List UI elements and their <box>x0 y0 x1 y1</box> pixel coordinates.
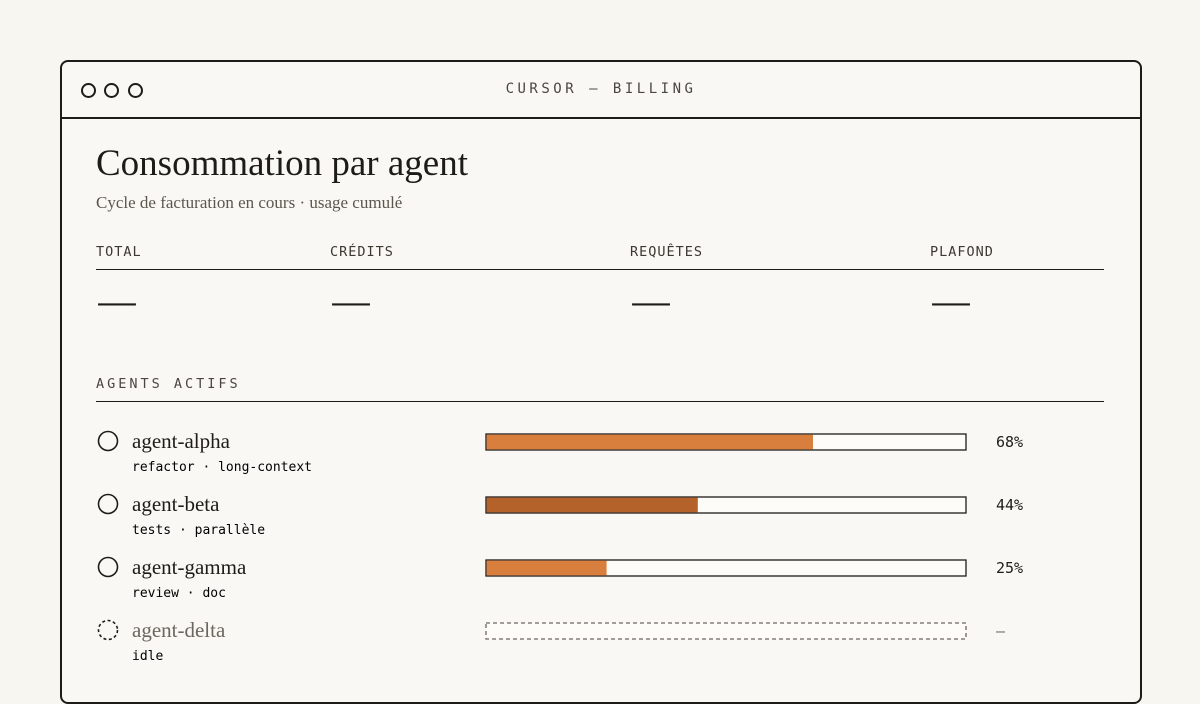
section-title: AGENTS ACTIFS <box>96 376 241 392</box>
stat-label: TOTAL <box>96 244 142 260</box>
stat-label: PLAFOND <box>930 244 994 260</box>
agent-tags: review · doc <box>132 586 226 601</box>
agent-name: agent-alpha <box>132 429 231 453</box>
agent-list: agent-alpha refactor · long-context 68% age… <box>97 429 1023 664</box>
page: CURSOR — BILLING Consommation par agent … <box>60 60 1142 704</box>
window: CURSOR — BILLING <box>60 60 1142 704</box>
stat-value: — <box>930 286 972 321</box>
title-bar: CURSOR — BILLING <box>62 62 1140 119</box>
agent-name: agent-delta <box>132 618 226 642</box>
window-title: CURSOR — BILLING <box>505 81 697 97</box>
agent-tags: idle <box>132 649 163 664</box>
status-icon <box>97 556 119 578</box>
page-subtitle: Cycle de facturation en cours · usage cu… <box>96 193 403 212</box>
status-icon <box>97 430 119 452</box>
window-control[interactable] <box>128 83 143 98</box>
usage-label: 44% <box>996 496 1023 514</box>
stat-value: — <box>630 286 672 321</box>
stat-label: REQUÊTES <box>630 244 704 260</box>
stat-label: CRÉDITS <box>330 244 394 260</box>
usage-track <box>485 622 967 640</box>
agent-name: agent-beta <box>132 492 220 516</box>
stat-value: — <box>96 286 138 321</box>
usage-label: — <box>996 622 1006 640</box>
stat-value: — <box>330 286 372 321</box>
page-title: Consommation par agent <box>96 143 468 184</box>
window-control[interactable] <box>81 83 96 98</box>
divider <box>96 269 1104 270</box>
usage-bar <box>486 560 607 576</box>
status-icon <box>97 619 119 641</box>
usage-label: 68% <box>996 433 1023 451</box>
usage-label: 25% <box>996 559 1023 577</box>
window-control[interactable] <box>104 83 119 98</box>
status-icon <box>97 493 119 515</box>
divider <box>96 401 1104 402</box>
agent-tags: tests · parallèle <box>132 523 265 538</box>
usage-bar <box>486 434 813 450</box>
usage-bar <box>486 497 698 513</box>
agent-name: agent-gamma <box>132 555 247 579</box>
agent-tags: refactor · long-context <box>132 460 312 475</box>
